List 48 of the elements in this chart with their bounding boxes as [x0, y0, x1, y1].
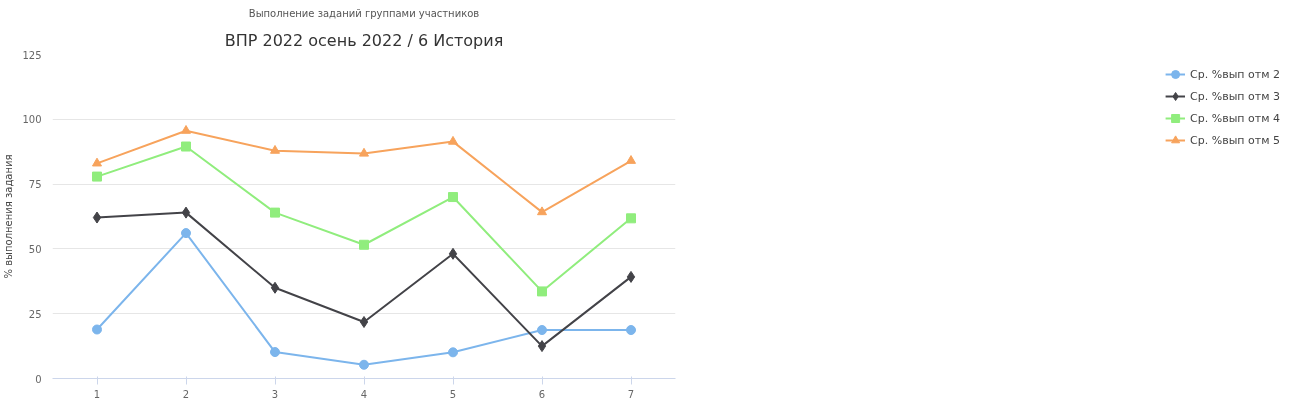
- x-tick-label: 6: [538, 388, 546, 400]
- x-tick-label: 3: [271, 388, 279, 400]
- x-tick-label: 2: [182, 388, 190, 400]
- point: [448, 192, 458, 203]
- point: [92, 324, 102, 335]
- x-tick-label: 7: [627, 388, 635, 400]
- point: [270, 281, 280, 294]
- y-tick-label: 100: [22, 114, 42, 126]
- legend-label: Ср. %вып отм 4: [1190, 111, 1280, 125]
- y-tick-label: 50: [28, 243, 42, 255]
- point: [181, 228, 191, 239]
- point: [626, 270, 636, 283]
- point: [270, 207, 280, 218]
- legend-label: Ср. %вып отм 3: [1190, 89, 1280, 103]
- legend-label: Ср. %вып отм 2: [1190, 67, 1280, 81]
- chart-title: ВПР 2022 осень 2022 / 6 История: [224, 30, 504, 50]
- point: [448, 247, 458, 260]
- point: [448, 347, 458, 358]
- point: [537, 206, 547, 216]
- point: [359, 239, 369, 250]
- y-tick-label: 125: [22, 49, 42, 61]
- x-tick-label: 5: [449, 388, 457, 400]
- point: [270, 144, 280, 154]
- point: [92, 157, 102, 167]
- point: [626, 325, 636, 336]
- point: [359, 359, 369, 370]
- y-tick-label: 75: [28, 179, 42, 191]
- point: [181, 206, 191, 219]
- point: [181, 141, 191, 152]
- point: [626, 155, 636, 164]
- point: [92, 211, 102, 224]
- y-axis-title: % выполнения задания: [3, 154, 15, 279]
- point: [537, 286, 547, 297]
- point: [181, 125, 191, 134]
- y-tick-label: 25: [28, 308, 42, 320]
- y-tick-label: 0: [35, 373, 42, 385]
- legend-label: Ср. %вып отм 5: [1190, 133, 1280, 147]
- point: [626, 213, 636, 224]
- point: [270, 347, 280, 358]
- point: [537, 325, 547, 336]
- chart-subtitle: Выполнение заданий группами участников: [248, 7, 480, 19]
- x-tick-label: 4: [360, 388, 368, 400]
- point: [448, 135, 458, 145]
- point: [359, 147, 369, 157]
- x-tick-label: 1: [93, 388, 101, 400]
- point: [359, 315, 369, 328]
- point: [92, 171, 102, 182]
- point: [537, 340, 547, 353]
